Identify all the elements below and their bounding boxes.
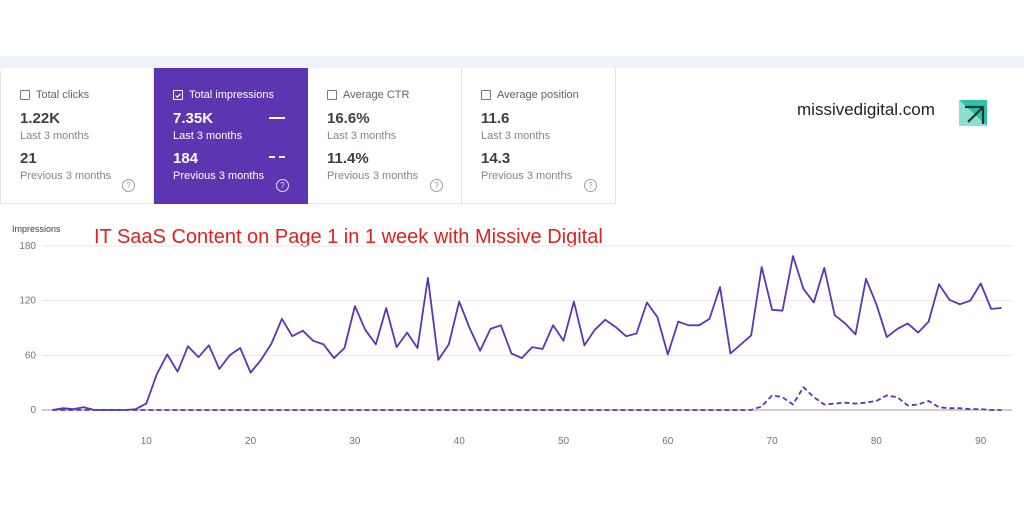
metric-value: 11.6 (481, 110, 510, 127)
metric-prev-value: 14.3 (481, 150, 511, 167)
metric-cards: Total clicks 1.22K Last 3 months 21 Prev… (0, 68, 616, 204)
dashed-line-legend-icon (269, 156, 285, 158)
chart-headline: IT SaaS Content on Page 1 in 1 week with… (94, 226, 603, 248)
metric-prev-value: 21 (20, 150, 37, 167)
y-tick-label: 0 (30, 405, 36, 416)
header-strip (0, 56, 1024, 68)
brand-logo-icon (959, 100, 987, 126)
metric-label: Average position (497, 89, 579, 101)
metric-period: Last 3 months (481, 130, 551, 142)
checkbox-icon[interactable] (481, 90, 491, 100)
metric-prev-period: Previous 3 months (481, 170, 573, 182)
metric-period: Last 3 months (20, 130, 90, 142)
metric-header: Average position (481, 89, 579, 101)
metric-value: 7.35K (173, 110, 214, 127)
checkbox-icon[interactable] (327, 90, 337, 100)
help-icon[interactable]: ? (122, 179, 135, 192)
metric-card-total-clicks[interactable]: Total clicks 1.22K Last 3 months 21 Prev… (0, 68, 154, 204)
help-icon[interactable]: ? (276, 179, 289, 192)
checkbox-checked-icon[interactable] (173, 90, 183, 100)
x-tick-label: 30 (349, 436, 361, 447)
x-tick-label: 80 (871, 436, 883, 447)
metric-card-average-position[interactable]: Average position 11.6 Last 3 months 14.3… (462, 68, 616, 204)
series-line-previous (52, 386, 1002, 411)
x-tick-label: 40 (454, 436, 466, 447)
x-tick-label: 50 (558, 436, 570, 447)
y-axis-title: Impressions (12, 224, 61, 234)
metric-value: 16.6% (327, 110, 370, 127)
top-band (0, 0, 1024, 56)
metric-label: Average CTR (343, 89, 410, 101)
metric-period: Last 3 months (173, 130, 243, 142)
metric-prev-period: Previous 3 months (173, 170, 265, 182)
metric-prev-period: Previous 3 months (327, 170, 419, 182)
solid-line-legend-icon (269, 117, 285, 119)
metric-label: Total impressions (189, 89, 274, 101)
help-icon[interactable]: ? (430, 179, 443, 192)
checkbox-icon[interactable] (20, 90, 30, 100)
metric-header: Total clicks (20, 89, 89, 101)
metric-value: 1.22K (20, 110, 61, 127)
metric-prev-value: 184 (173, 150, 199, 167)
x-tick-label: 20 (245, 436, 257, 447)
series-line-current (52, 255, 1002, 411)
metric-label: Total clicks (36, 89, 90, 101)
metric-period: Last 3 months (327, 130, 397, 142)
brand-text: missivedigital.com (797, 100, 935, 119)
metric-prev-period: Previous 3 months (20, 170, 112, 182)
metric-prev-value: 11.4% (327, 150, 369, 167)
metric-card-total-impressions[interactable]: Total impressions 7.35K Last 3 months 18… (154, 68, 308, 204)
impressions-chart: 0 60 120 180 10 20 30 40 50 60 70 80 90 (19, 241, 1012, 447)
metric-header: Average CTR (327, 89, 409, 101)
x-tick-label: 90 (975, 436, 987, 447)
y-tick-label: 180 (19, 241, 36, 252)
x-tick-label: 70 (767, 436, 779, 447)
metric-card-average-ctr[interactable]: Average CTR 16.6% Last 3 months 11.4% Pr… (308, 68, 462, 204)
y-tick-label: 60 (25, 350, 37, 361)
y-tick-label: 120 (19, 296, 36, 307)
help-icon[interactable]: ? (584, 179, 597, 192)
metric-header: Total impressions (173, 89, 274, 101)
x-tick-label: 10 (141, 436, 153, 447)
x-tick-label: 60 (662, 436, 674, 447)
